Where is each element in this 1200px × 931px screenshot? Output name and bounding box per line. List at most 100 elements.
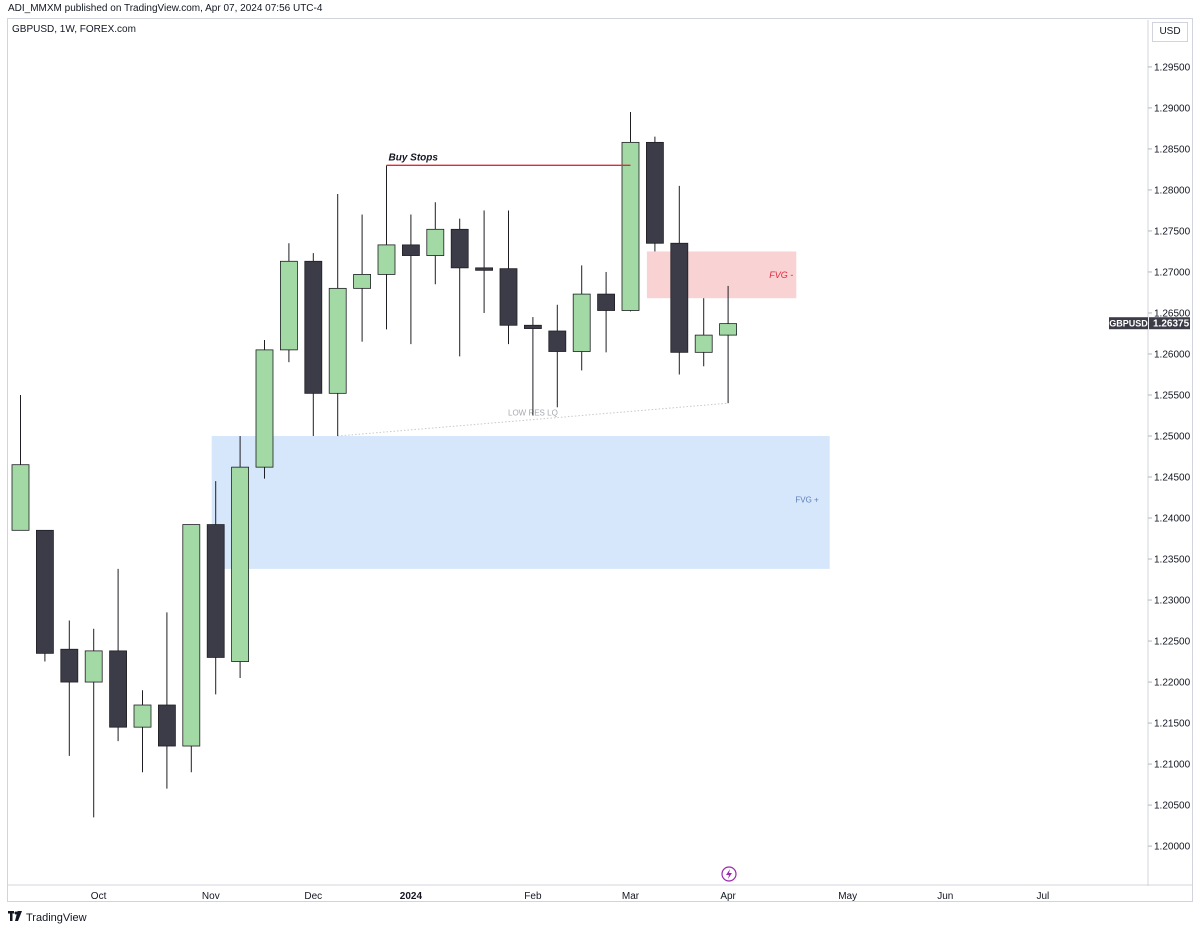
candle-body <box>499 268 518 326</box>
price-tick-label: 1.28500 <box>1154 144 1191 155</box>
low-res-lq-line[interactable] <box>337 402 729 437</box>
candle-body <box>353 274 372 289</box>
candle-body <box>646 141 664 244</box>
fvg-plus-label: FVG + <box>795 495 819 504</box>
candle-body <box>450 228 469 269</box>
candle-body <box>572 293 591 352</box>
price-tag <box>1149 317 1190 330</box>
candle-body <box>377 244 396 275</box>
price-tick-label: 1.20000 <box>1154 842 1191 853</box>
candle-body <box>524 324 542 329</box>
candle[interactable] <box>450 218 469 357</box>
price-tick-label: 1.29000 <box>1154 103 1191 114</box>
candle[interactable] <box>60 620 79 756</box>
candle[interactable] <box>621 112 640 312</box>
buy-stops-label: Buy Stops <box>389 152 439 163</box>
candle[interactable] <box>36 529 54 662</box>
price-tick-label: 1.23000 <box>1154 596 1191 607</box>
fvg-minus-label: FVG - <box>769 270 793 280</box>
candle[interactable] <box>328 194 347 436</box>
symbol-tag-text: GBPUSD <box>1109 319 1148 329</box>
price-tick-label: 1.21000 <box>1154 760 1191 771</box>
candle[interactable] <box>499 210 518 345</box>
price-tick-label: 1.24500 <box>1154 473 1191 484</box>
candle-body <box>157 704 176 747</box>
time-tick-label: 2024 <box>400 891 423 902</box>
candle-body <box>401 244 420 256</box>
candle[interactable] <box>719 285 737 404</box>
price-tag-text: 1.26375 <box>1153 319 1190 330</box>
candle[interactable] <box>11 394 30 531</box>
time-tick-label: May <box>838 891 857 902</box>
price-tick-label: 1.26000 <box>1154 349 1191 360</box>
fvg-plus-zone[interactable] <box>211 435 830 569</box>
candle-body <box>182 524 201 747</box>
candle[interactable] <box>377 165 396 330</box>
price-tick-label: 1.20500 <box>1154 801 1191 812</box>
candle-body <box>548 330 567 352</box>
candle[interactable] <box>353 214 372 342</box>
price-tick-label: 1.21500 <box>1154 719 1191 730</box>
footer-brand-label: TradingView <box>26 912 87 924</box>
candle-body <box>109 650 127 728</box>
candle[interactable] <box>597 271 615 353</box>
time-tick-label: Jun <box>937 891 953 902</box>
candle-body <box>133 704 152 728</box>
candle[interactable] <box>109 568 127 742</box>
price-tick-label: 1.24000 <box>1154 514 1191 525</box>
candle-body <box>84 650 103 683</box>
candles-layer <box>11 112 737 818</box>
price-tick-label: 1.26500 <box>1154 308 1191 319</box>
candle-body <box>279 260 298 351</box>
currency-selector[interactable]: USD <box>1152 22 1188 42</box>
candle[interactable] <box>572 265 591 371</box>
candle[interactable] <box>694 298 713 367</box>
time-tick-label: Nov <box>202 891 220 902</box>
price-chart[interactable]: FVG +FVG -LOW RES LQ Buy Stops 1.295001.… <box>0 0 1200 905</box>
publish-info: ADI_MMXM published on TradingView.com, A… <box>8 3 323 14</box>
lightning-icon[interactable] <box>721 866 737 882</box>
price-axis[interactable]: 1.29500 1.29000 1.28500 1.28000 1.27500 1.270… <box>1109 20 1191 886</box>
candle-body <box>255 349 274 468</box>
time-axis[interactable]: Oct Nov Dec 2024 Feb Mar Apr May Jun Jul <box>8 884 1192 902</box>
candle-body <box>206 524 225 658</box>
candle-body <box>426 228 445 256</box>
chart-panel[interactable] <box>7 18 1193 902</box>
candle[interactable] <box>255 340 274 479</box>
footer-brand[interactable]: TradingView <box>8 910 87 926</box>
candle[interactable] <box>133 690 152 773</box>
candle-body <box>670 242 689 353</box>
candle-body <box>60 648 79 683</box>
candle[interactable] <box>475 210 494 313</box>
time-tick-label: Apr <box>720 891 736 902</box>
candle[interactable] <box>231 435 250 678</box>
candle-body <box>694 334 713 353</box>
tradingview-logo-icon <box>8 910 22 926</box>
price-tick-label: 1.27500 <box>1154 226 1191 237</box>
candle[interactable] <box>401 214 420 345</box>
candle-body <box>597 293 615 311</box>
candle-body <box>11 464 30 531</box>
candle[interactable] <box>646 136 664 252</box>
candle[interactable] <box>182 524 201 773</box>
candle[interactable] <box>548 304 567 408</box>
price-tick-label: 1.22500 <box>1154 637 1191 648</box>
time-tick-label: Jul <box>1036 891 1049 902</box>
price-tick-label: 1.27000 <box>1154 267 1191 278</box>
symbol-info: GBPUSD, 1W, FOREX.com <box>12 24 136 35</box>
candle[interactable] <box>84 628 103 818</box>
candle-body <box>328 287 347 394</box>
candle[interactable] <box>206 481 225 695</box>
candle[interactable] <box>670 185 689 375</box>
time-tick-label: Dec <box>304 891 322 902</box>
candle[interactable] <box>426 202 445 285</box>
candle[interactable] <box>524 317 542 416</box>
candle[interactable] <box>157 612 176 789</box>
candle[interactable] <box>279 243 298 363</box>
price-tick-label: 1.28000 <box>1154 185 1191 196</box>
price-tick-label: 1.29500 <box>1154 62 1191 73</box>
price-tick-label: 1.25000 <box>1154 431 1191 442</box>
last-price-label[interactable]: GBPUSD 1.26375 <box>1109 317 1190 330</box>
candle[interactable] <box>304 253 323 436</box>
symbol-tag <box>1109 317 1148 330</box>
